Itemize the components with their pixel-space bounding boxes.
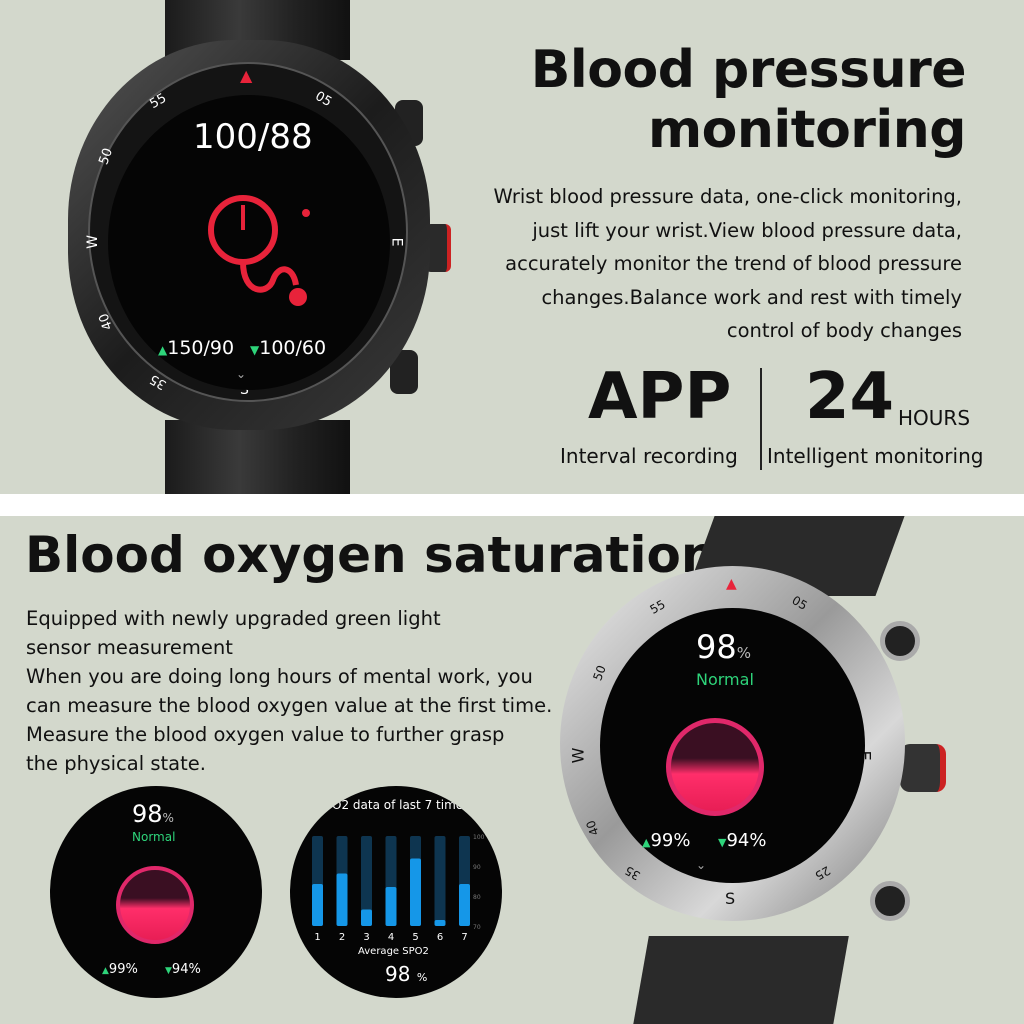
watch-button-top xyxy=(880,621,920,661)
up-arrow-icon: ▲ xyxy=(158,343,168,357)
down-arrow-icon: ▼ xyxy=(250,343,260,357)
watch-screen: 100/88 ▲150/90 ▼100/60 ⌄ xyxy=(108,95,390,390)
bezel-mark: W xyxy=(568,747,588,764)
spo2-drop-icon xyxy=(666,718,764,816)
bar-track xyxy=(434,836,446,926)
small-high: ▲99% xyxy=(102,962,138,977)
north-marker-icon: ▲ xyxy=(240,66,253,85)
bar-6 xyxy=(434,920,446,926)
stat-app-caption: Interval recording xyxy=(560,444,738,468)
bezel-mark: 05 xyxy=(312,88,335,111)
spo2-status: Normal xyxy=(696,670,754,689)
bp-description: Wrist blood pressure data, one-click mon… xyxy=(493,185,962,342)
spo2-small-screen: 98% Normal ▲99% ▼94% xyxy=(50,786,262,998)
bar-7 xyxy=(459,884,470,926)
bar-1 xyxy=(312,884,323,926)
bezel-mark: S xyxy=(240,382,249,398)
small-spo2-value: 98% xyxy=(132,800,174,828)
x-tick-label: 6 xyxy=(437,932,443,943)
bezel-mark: W xyxy=(84,235,101,249)
bezel-mark: 40 xyxy=(583,818,602,838)
x-tick-label: 7 xyxy=(461,932,467,943)
stat-24: 24 xyxy=(805,360,895,434)
y-tick-label: 90 xyxy=(473,864,481,871)
chart-title: O2 data of last 7 time xyxy=(332,798,464,812)
chevron-down-icon: ⌄ xyxy=(696,858,707,872)
bezel-mark: 35 xyxy=(622,863,643,883)
stat-24-caption: Intelligent monitoring xyxy=(767,444,984,468)
spo2-panel: Blood oxygen saturation Equipped with ne… xyxy=(0,516,1024,1024)
avg-label: Average SPO2 xyxy=(358,946,429,957)
bar-2 xyxy=(336,873,348,926)
spo2-title: Blood oxygen saturation xyxy=(25,526,717,584)
bp-high: ▲150/90 xyxy=(158,337,235,359)
watch-strap-bottom xyxy=(165,420,350,494)
spo2-bar-chart: 1 2 3 4 5 6 7 70 80 90 100 xyxy=(312,834,485,943)
bar-3 xyxy=(361,909,372,926)
small-low: ▼94% xyxy=(165,962,201,977)
x-tick-label: 1 xyxy=(314,932,320,943)
bp-reading: 100/88 xyxy=(193,117,313,157)
y-tick-label: 80 xyxy=(473,894,481,901)
bp-panel: ▲ 55 05 50 W E 40 35 S 100/88 ▲150/90 ▼1… xyxy=(0,0,1024,494)
spo2-description: Equipped with newly upgraded green light… xyxy=(26,607,553,775)
divider xyxy=(760,368,762,470)
bezel-mark: 25 xyxy=(812,863,833,883)
watch-screen: 98% Normal ▲99% ▼94% ⌄ xyxy=(600,608,865,883)
spo2-chart-screen: O2 data of last 7 time 1 2 3 4 5 6 7 70 80 90 100 … xyxy=(290,786,502,998)
y-tick-label: 70 xyxy=(473,924,481,931)
y-tick-label: 100 xyxy=(473,834,485,841)
bar-5 xyxy=(410,858,421,926)
north-marker-icon: ▲ xyxy=(726,576,737,592)
bezel-mark: 50 xyxy=(590,663,609,683)
blood-pressure-icon xyxy=(208,195,310,306)
watch-crown xyxy=(900,744,946,792)
chevron-down-icon: ⌄ xyxy=(236,367,247,381)
spo2-value: 98% xyxy=(696,628,751,666)
spo2-low: ▼94% xyxy=(718,830,767,851)
bezel-mark: E xyxy=(388,237,405,247)
bezel-mark: S xyxy=(725,889,736,908)
stat-app: APP xyxy=(588,360,732,434)
x-tick-label: 4 xyxy=(388,932,394,943)
bp-low: ▼100/60 xyxy=(250,337,327,359)
bar-4 xyxy=(385,887,397,926)
bezel-mark: 05 xyxy=(789,593,810,613)
bezel-mark: 55 xyxy=(647,597,668,617)
x-tick-label: 3 xyxy=(363,932,369,943)
spo2-drop-icon xyxy=(116,866,194,944)
bar-track xyxy=(361,836,372,926)
watch-strap-bottom xyxy=(631,936,849,1024)
x-tick-label: 5 xyxy=(412,932,418,943)
x-tick-label: 2 xyxy=(339,932,345,943)
small-status: Normal xyxy=(132,830,176,844)
stat-24-unit: HOURS xyxy=(898,406,971,430)
watch-button-bottom xyxy=(870,881,910,921)
bp-title: Blood pressure monitoring xyxy=(530,40,967,160)
spo2-high: ▲99% xyxy=(642,830,691,851)
avg-value: 98 % xyxy=(385,962,428,986)
